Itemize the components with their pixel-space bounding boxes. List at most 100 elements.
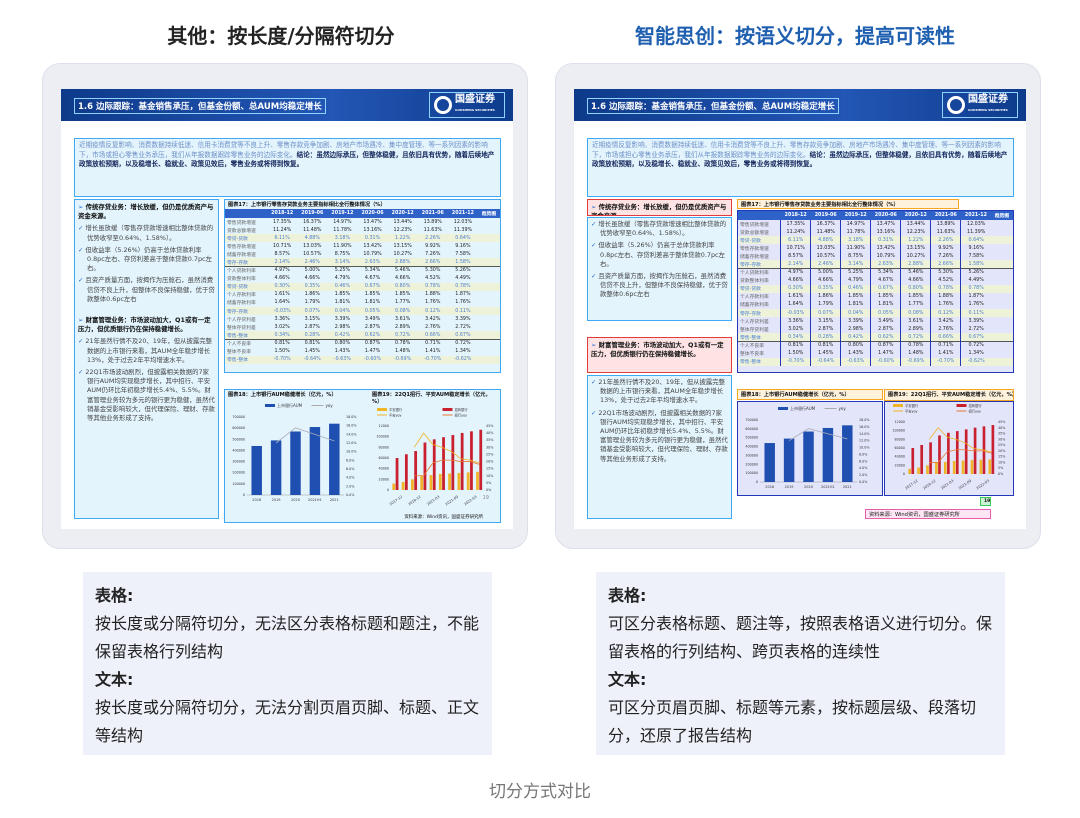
table-row: 个人存款利率 1.61% 1.86% 1.85% 1.85% 1.85% 1.88% 1.87… [738,292,1013,301]
fig19-title: 图表19：22Q1招行、平安AUM稳定增长（亿元，%） [888,392,1014,398]
table-cell: 0.81% [780,340,811,350]
table-cell: 14.97% [333,219,352,225]
legend-label: 招商银行 [455,407,469,412]
table-cell: 5.46% [900,268,931,277]
table-cell: 0.67% [960,333,991,342]
table-row: 零贷-贷款 0.30% 0.35% 0.46% 0.67% 0.80% 0.78% 0.78% [738,284,1013,293]
pingan-bar [935,462,938,474]
heading-box: 传统存贷业务：增长放缓，但仍是优质资产与资金来源。 [587,199,732,216]
fig18-box: 上市银行AUM yoy 0 100000 200000 300000 400000 50000… [737,401,883,496]
y2-tick-label: 15% [486,467,493,471]
table-cell: 3.14% [840,260,871,269]
table-row: 整体存贷利差 3.02% 2.87% 2.98% 2.87% 2.89% 2.76% 2.72… [738,325,1013,334]
table-cell: 1.76% [425,300,441,306]
table-row: 零存-存款 2.14% 2.46% 3.14% 2.63% 2.88% 2.66% 1.58% [225,258,500,267]
table-cell: 2.87% [810,325,841,334]
fig19-title: 图表19：22Q1招行、平安AUM稳定增长（亿元，%） [372,392,491,405]
table-cell: 2.89% [900,325,931,334]
table-cell: 零存-存款 [738,309,781,318]
table-cell: 3.39% [840,317,871,326]
legend-label: 平安yoy [905,409,918,414]
column-header: 趋势图 [478,209,500,218]
sparkline-cell [991,317,1013,325]
legend-label: 上市银行AUM [790,405,816,411]
aum-bar [270,440,282,495]
cmb-bar [920,444,924,474]
table-cell: 1.85% [395,292,411,298]
y2-tick-label: 8.0% [859,452,867,456]
x-tick-label: 2017-12 [904,479,918,491]
table-cell: 7.26% [425,251,441,257]
table-cell: 2.72% [455,324,471,330]
sparkline-cell [478,218,500,226]
table-cell: 2.63% [870,260,901,269]
table-cell: 1.61% [780,292,811,301]
text-box: 增长虽放缓（零售存贷款增速相比整体贷款的优势收窄至0.64%、1.58%）。但收… [587,217,732,321]
sparkline-cell [478,250,500,258]
table-cell: 1.22% [387,234,418,243]
y-tick-label: 300000 [745,453,758,457]
table-cell: 2.14% [267,258,298,267]
table-cell: 个人贷款利率 [738,268,781,277]
y2-tick-label: 5% [486,481,491,485]
table-cell: 1.85% [840,292,871,301]
table-cell: 0.34% [267,331,298,340]
sparkline-cell [991,228,1013,236]
right-heading: 智能思创：按语义切分，提高可读性 [635,24,955,48]
table-cell: 4.67% [870,276,901,285]
y-tick-label: 600000 [745,427,758,431]
table-cell: 3.02% [274,324,290,330]
table-cell: 5.30% [417,266,448,275]
table-cell: 0.11% [447,307,478,316]
intro-text: 近期疫情反复影响、消费数据持续低迷、信用卡消费贷等不良上升、零售存款竞争加剧、房… [592,141,1001,159]
table-cell: 个人贷款利率 [225,266,268,275]
y-tick-label: 200000 [745,462,758,466]
table-cell: 4.66% [274,276,290,282]
table-cell: -0.60% [870,357,901,366]
table-cell: 1.22% [900,236,931,245]
table-cell: 3.14% [327,258,358,267]
right-note: 表格: 可区分表格标题、题注等，按照表格语义进行切分。保留表格的行列结构、跨页表… [596,572,1005,755]
table-cell: 0.31% [357,234,388,243]
table-row: 整体不良率 1.50% 1.45% 1.43% 1.47% 1.48% 1.41% 1.34% [225,348,500,356]
text-description: 按长度或分隔符切分，无法分割页眉页脚、标题、正文等结构 [95,698,480,745]
left-heading: 其他：按长度/分隔符切分 [167,24,395,48]
table-cell: 1.41% [425,349,441,355]
legend-label: 上市银行AUM [277,402,303,408]
x-tick-label: 2017-12 [389,495,403,507]
table-cell: 3.61% [900,317,931,326]
table-cell: 8.57% [780,252,811,261]
company-logo: 国盛证券 GUOSHENG SECURITIES [942,92,1018,118]
table-cell: -0.70% [267,355,298,364]
table-cell: 1.77% [900,300,931,310]
sparkline-cell [991,268,1013,277]
table-description: 按长度或分隔符切分，无法区分表格标题和题注，不能保留表格行列结构 [95,614,480,661]
legend-swatch-aum [265,404,275,407]
table-row: 个人不良率 0.81% 0.81% 0.80% 0.87% 0.78% 0.71% 0.72% [225,338,500,348]
table-cell: 8.75% [334,251,351,257]
y2-tick-label: 18.0% [346,415,356,419]
y2-tick-label: 0.0% [859,480,867,484]
table-cell: 1.45% [810,349,841,358]
table-cell: 1.88% [930,292,961,301]
cmb-bar [414,451,418,490]
fig19: 图表19：22Q1招行、平安AUM稳定增长（亿元，%） 平安银行 招商银行 平安yoy… [369,390,500,510]
table-cell: 4.88% [810,236,841,245]
table-cell: 5.34% [870,268,901,277]
table-cell: 13.44% [393,219,412,225]
table-cell: 0.35% [297,282,328,291]
y2-tick-label: 10.0% [859,446,869,450]
table-cell: 10.27% [900,252,931,261]
table-row: 零售存款增速 10.71% 13.03% 11.90% 13.42% 13.15% 9.92… [738,244,1013,253]
table-cell: 17.35% [273,219,292,225]
cmb-bar [395,458,399,490]
aum-bar [764,443,775,482]
table-cell: 0.78% [417,282,448,291]
y2-tick-label: 45% [998,420,1005,424]
pingan-bar [917,467,920,474]
x-tick-label: 2021 [843,485,852,489]
fig18-title: 图表18：上市银行AUM稳健增长（亿元，%） [741,392,850,398]
cmb-yoy-line [929,449,992,463]
legend-label: 招行yoy [969,409,982,414]
